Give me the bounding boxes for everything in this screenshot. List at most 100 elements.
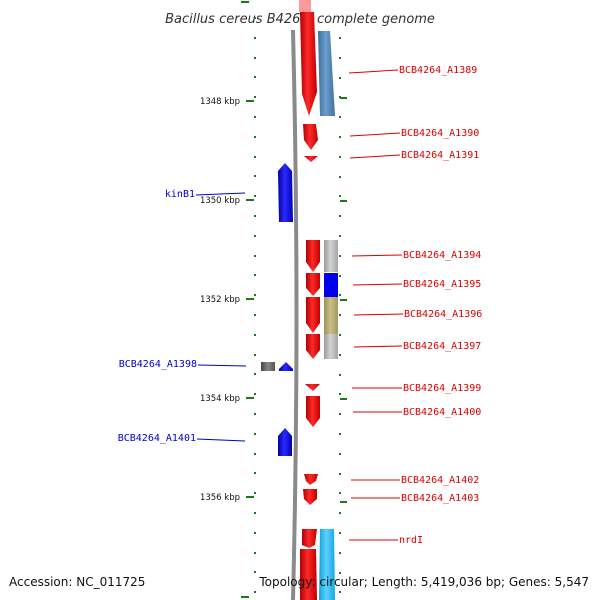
leader-line xyxy=(351,254,403,257)
tick-dot xyxy=(339,136,341,138)
tick-dot xyxy=(339,77,341,79)
genome-backbone xyxy=(291,29,299,600)
leader-line xyxy=(196,438,246,442)
leader-line xyxy=(352,283,403,286)
tick-dot xyxy=(254,334,256,336)
tick-dot xyxy=(254,57,256,59)
tick-dot xyxy=(254,37,256,39)
gene-A1403[interactable] xyxy=(303,489,317,505)
gene-pseudo-small[interactable] xyxy=(261,362,275,371)
gene-A1396[interactable] xyxy=(306,297,320,333)
label-A1389[interactable]: BCB4264_A1389 xyxy=(399,65,477,76)
label-A1396[interactable]: BCB4264_A1396 xyxy=(404,309,482,320)
tick-dot xyxy=(254,453,256,455)
tick-dot xyxy=(339,413,341,415)
leader-line xyxy=(197,364,247,367)
tick-dot xyxy=(339,572,341,574)
gene-A1390[interactable] xyxy=(303,124,318,150)
left-leader-lines xyxy=(195,192,247,442)
label-A1397[interactable]: BCB4264_A1397 xyxy=(403,341,481,352)
tick-dot xyxy=(254,591,256,593)
tick-dot xyxy=(254,492,256,494)
gene-A1391[interactable] xyxy=(304,156,318,162)
tick-dot xyxy=(339,57,341,59)
tick-dot xyxy=(254,571,256,573)
gene-A1400[interactable] xyxy=(306,396,320,427)
tick-dot xyxy=(254,255,256,257)
scale-tick xyxy=(241,596,249,598)
gene-kinB1[interactable] xyxy=(278,163,293,222)
label-A1400[interactable]: BCB4264_A1400 xyxy=(403,407,481,418)
tick-minor xyxy=(340,398,347,400)
tick-dot xyxy=(254,235,256,237)
scale-tick xyxy=(246,397,254,399)
tick-dot xyxy=(254,17,256,19)
tick-minor xyxy=(340,299,347,301)
label-nrdI[interactable]: nrdI xyxy=(399,535,423,546)
scale-label-1356: 1356 kbp xyxy=(200,493,240,503)
cog-bar-A1389 xyxy=(318,31,335,116)
label-A1403[interactable]: BCB4264_A1403 xyxy=(401,493,479,504)
tick-dot xyxy=(339,176,341,178)
cog-bar-nrdI xyxy=(319,529,335,600)
scale-tick xyxy=(246,298,254,300)
tick-dot xyxy=(339,473,341,475)
accession-text: Accession: NC_011725 xyxy=(9,575,145,589)
leader-line xyxy=(348,69,399,74)
gene-A1399[interactable] xyxy=(305,384,320,391)
tick-dot xyxy=(339,374,341,376)
gene-A1401[interactable] xyxy=(278,428,292,456)
leader-line xyxy=(195,192,246,196)
leader-line xyxy=(349,132,401,137)
label-A1402[interactable]: BCB4264_A1402 xyxy=(401,475,479,486)
tick-dot xyxy=(339,195,341,197)
gene-A1402[interactable] xyxy=(304,474,318,485)
tick-dot xyxy=(254,552,256,554)
tick-dot xyxy=(254,472,256,474)
gene-A1395[interactable] xyxy=(306,273,320,296)
tick-minor xyxy=(340,97,347,99)
label-A1398[interactable]: BCB4264_A1398 xyxy=(119,359,197,370)
tick-dot xyxy=(254,314,256,316)
tick-dot xyxy=(254,195,256,197)
tick-dot xyxy=(339,512,341,514)
tick-dot xyxy=(339,453,341,455)
gene-nrdI[interactable] xyxy=(302,529,317,548)
tick-dot xyxy=(254,433,256,435)
tick-dot xyxy=(254,373,256,375)
tick-dot xyxy=(339,215,341,217)
gene-top-stub[interactable] xyxy=(299,0,311,12)
tick-dot xyxy=(254,215,256,217)
gene-A1389[interactable] xyxy=(300,12,317,116)
label-A1390[interactable]: BCB4264_A1390 xyxy=(401,128,479,139)
label-A1394[interactable]: BCB4264_A1394 xyxy=(403,250,481,261)
label-A1395[interactable]: BCB4264_A1395 xyxy=(403,279,481,290)
tick-dot xyxy=(339,314,341,316)
tick-dot xyxy=(339,433,341,435)
label-A1399[interactable]: BCB4264_A1399 xyxy=(403,383,481,394)
tick-dot xyxy=(339,393,341,395)
right-leader-lines xyxy=(348,69,404,541)
label-kinB1[interactable]: kinB1 xyxy=(165,189,195,200)
gene-A1394[interactable] xyxy=(306,240,320,272)
scale-label-1354: 1354 kbp xyxy=(200,394,240,404)
gene-A1398[interactable] xyxy=(279,362,293,371)
tick-dot xyxy=(254,413,256,415)
gene-bottom[interactable] xyxy=(300,549,317,600)
scale-tick xyxy=(246,100,254,102)
scale-label-1348: 1348 kbp xyxy=(200,97,240,107)
scale-label-1350: 1350 kbp xyxy=(200,196,240,206)
label-A1401[interactable]: BCB4264_A1401 xyxy=(118,433,196,444)
tick-dot xyxy=(254,156,256,158)
scale-tick xyxy=(246,496,254,498)
cog-bar-A1395 xyxy=(324,273,338,297)
tick-dot xyxy=(339,532,341,534)
tick-dot xyxy=(254,274,256,276)
gene-A1397[interactable] xyxy=(306,334,320,359)
tick-dot xyxy=(339,334,341,336)
label-A1391[interactable]: BCB4264_A1391 xyxy=(401,150,479,161)
tick-dot xyxy=(339,235,341,237)
tick-dot xyxy=(339,492,341,494)
tick-dot xyxy=(254,393,256,395)
